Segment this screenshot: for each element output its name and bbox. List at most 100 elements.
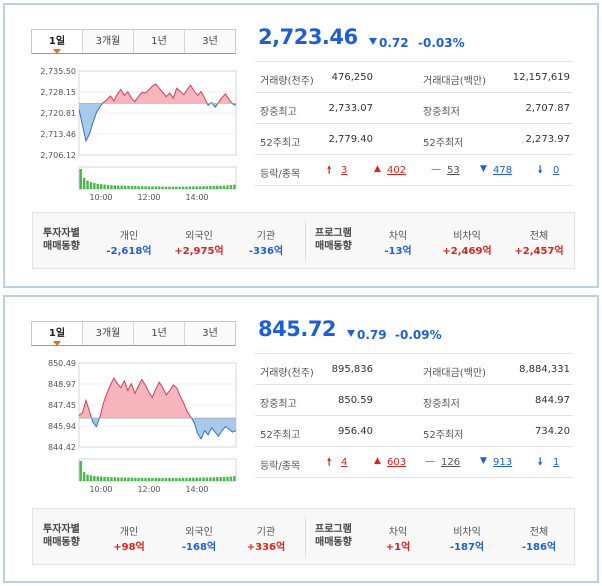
volume-bar [222, 477, 226, 481]
volume-bar [86, 474, 89, 481]
individual-col: 개인 -2,618억 [101, 227, 157, 257]
tab-1year[interactable]: 1년 [134, 322, 185, 345]
y-tick-label: 845.94 [48, 422, 76, 431]
x-tick-label: 10:00 [89, 485, 112, 494]
institution-label: 기관 [256, 527, 276, 538]
institution-col: 기관 +336억 [241, 523, 291, 553]
stats-row: 등락/종목 🠕 4 ▲ 603 — 126 ▼ 913 🠗 1 [255, 447, 573, 478]
volume-bar [96, 476, 99, 481]
volume-bar [154, 186, 157, 189]
area-up [102, 83, 233, 104]
investor-title-line2: 매매동향 [43, 241, 80, 252]
lower-limit-count[interactable]: 0 [553, 165, 560, 176]
volume-bar [134, 186, 137, 189]
volume-value: 895,836 [331, 364, 373, 375]
foreign-col: 외국인 -168억 [169, 523, 229, 553]
volume-bar [226, 476, 229, 481]
tab-1day[interactable]: 1일 [32, 322, 83, 346]
day-low-value: 844.97 [535, 395, 570, 406]
volume-bar [137, 477, 140, 481]
tab-1day[interactable]: 1일 [32, 30, 83, 54]
volume-bar [137, 186, 140, 189]
arbitrage-value: -13억 [384, 246, 412, 257]
foreign-label: 외국인 [185, 231, 213, 242]
volume-bar [233, 476, 236, 481]
index-price: 2,723.46 [258, 25, 358, 49]
index-change-pct: -0.09% [395, 328, 442, 342]
advance-decline-label: 등락/종목 [260, 461, 301, 472]
down-count[interactable]: 478 [493, 165, 513, 176]
investor-title-line2: 매매동향 [43, 537, 80, 548]
volume-bar [140, 186, 144, 189]
volume-bar [205, 477, 209, 481]
volume-bar [212, 477, 216, 481]
lower-limit-arrow-icon: 🠗 [538, 457, 543, 468]
tab-3year[interactable]: 3년 [202, 36, 218, 47]
w52-high-value: 956.40 [338, 426, 373, 437]
upper-limit-arrow-icon: 🠕 [327, 457, 332, 468]
volume-bar [82, 178, 86, 189]
individual-value: -2,618억 [106, 246, 152, 257]
individual-value: +98억 [113, 542, 145, 553]
y-tick-label: 2,728.15 [40, 88, 76, 97]
stats-table: 거래량(천주) 476,250 거래대금(백만) 12,157,619 장중최고… [255, 61, 573, 186]
index-price: 845.72 [258, 317, 337, 341]
tab-3year[interactable]: 3년 [202, 328, 218, 339]
volume-bar [181, 186, 185, 189]
index-panel-kosdaq: 1일 3개월 1년 3년 850.49 848.97 847.45 845.94 844… [3, 295, 599, 583]
w52-high-label: 52주최고 [260, 430, 301, 441]
stats-table: 거래량(천주) 895,836 거래대금(백만) 8,884,331 장중최고 … [255, 353, 573, 478]
investor-heading: 투자자별 매매동향 [43, 523, 80, 549]
volume-bar [178, 478, 181, 481]
down-count[interactable]: 913 [493, 457, 513, 468]
arbitrage-value: +1억 [385, 542, 411, 553]
y-tick-label: 844.42 [48, 443, 76, 452]
flat-count[interactable]: 53 [447, 165, 460, 176]
stats-row: 장중최고 850.59 장중최저 844.97 [255, 385, 573, 416]
volume-bar [168, 478, 171, 481]
volume-bar [113, 477, 117, 481]
volume-bar [103, 476, 106, 481]
volume-bar [209, 186, 212, 189]
day-high-value: 2,733.07 [328, 103, 373, 114]
day-low-label: 장중최저 [423, 107, 460, 118]
volume-label: 거래량(천주) [260, 368, 314, 379]
up-count[interactable]: 603 [387, 457, 407, 468]
arbitrage-col: 차익 +1억 [378, 523, 418, 553]
volume-bar [147, 478, 151, 481]
volume-bar [158, 478, 161, 481]
up-count[interactable]: 402 [387, 165, 407, 176]
volume-bar [106, 477, 110, 481]
tab-1year[interactable]: 1년 [134, 30, 185, 53]
volume-bar [99, 184, 103, 189]
stats-row: 등락/종목 🠕 3 ▲ 402 — 53 ▼ 478 🠗 0 [255, 155, 573, 186]
tab-3month[interactable]: 3개월 [83, 30, 134, 53]
volume-bar [110, 185, 113, 189]
foreign-value: +2,975억 [174, 246, 224, 257]
volume-bar [154, 478, 157, 481]
flat-count[interactable]: 126 [441, 457, 461, 468]
x-tick-label: 12:00 [137, 485, 160, 494]
investor-trading-box: 투자자별 매매동향 개인 +98억 외국인 -168억 기관 +336억 프로그… [32, 508, 575, 565]
volume-bar [140, 477, 144, 481]
upper-limit-count[interactable]: 4 [341, 457, 348, 468]
upper-limit-count[interactable]: 3 [341, 165, 348, 176]
stats-row: 장중최고 2,733.07 장중최저 2,707.87 [255, 93, 573, 124]
price-line-down [79, 103, 236, 143]
volume-bar [164, 478, 168, 481]
area-down [79, 103, 236, 142]
stats-row: 거래량(천주) 476,250 거래대금(백만) 12,157,619 [255, 62, 573, 93]
volume-bar [110, 477, 113, 481]
volume-bar [198, 477, 202, 481]
lower-limit-count[interactable]: 1 [553, 457, 560, 468]
arbitrage-col: 차익 -13억 [378, 227, 418, 257]
index-panel-kospi: 1일 3개월 1년 3년 2,735.50 2,728.15 2,720.81 2,7… [3, 3, 599, 288]
stats-row: 거래량(천주) 895,836 거래대금(백만) 8,884,331 [255, 354, 573, 385]
volume-bar [120, 477, 123, 481]
up-triangle-icon: ▲ [374, 456, 381, 466]
tab-3month[interactable]: 3개월 [83, 322, 134, 345]
day-high-label: 장중최고 [260, 399, 297, 410]
volume-bar [192, 186, 195, 189]
foreign-label: 외국인 [185, 527, 213, 538]
volume-bar [82, 472, 86, 481]
